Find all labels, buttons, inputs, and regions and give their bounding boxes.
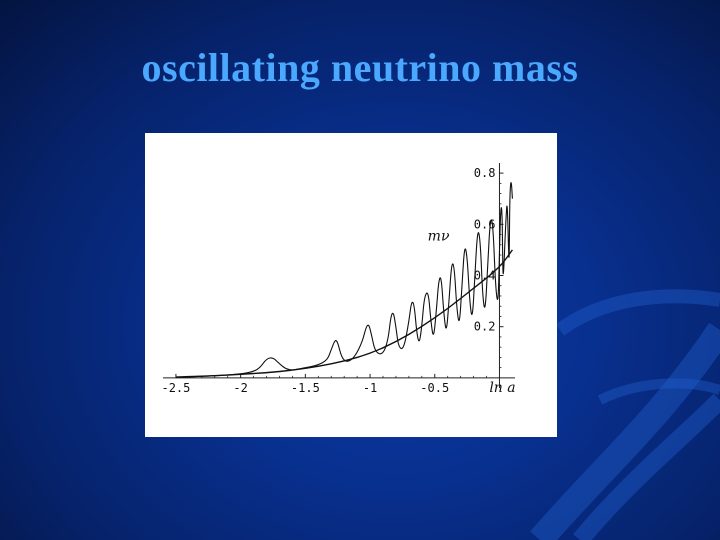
x-axis-label: ln a <box>489 380 515 396</box>
y-tick-label: 0.2 <box>474 320 496 334</box>
y-tick-label: 0.4 <box>474 269 496 283</box>
y-tick-label: 0.6 <box>474 217 496 231</box>
x-tick-label: -0.5 <box>420 381 449 395</box>
x-tick-label: -2.5 <box>161 381 190 395</box>
y-tick-label: 0.8 <box>474 166 496 180</box>
chart-panel: -2.5 -2 -1.5 -1 -0.5 0.2 0.4 0.6 0.8 mν ln a <box>145 133 557 437</box>
x-tick-label: -1 <box>363 381 377 395</box>
series-line-smooth <box>175 249 513 378</box>
y-axis-label: mν <box>428 228 450 244</box>
x-tick-label: -2 <box>233 381 247 395</box>
neutrino-mass-chart: -2.5 -2 -1.5 -1 -0.5 0.2 0.4 0.6 0.8 mν ln a <box>161 163 516 396</box>
series-line-oscillating <box>175 182 513 378</box>
x-tick-label: -1.5 <box>291 381 320 395</box>
slide-title: oscillating neutrino mass <box>141 45 579 90</box>
